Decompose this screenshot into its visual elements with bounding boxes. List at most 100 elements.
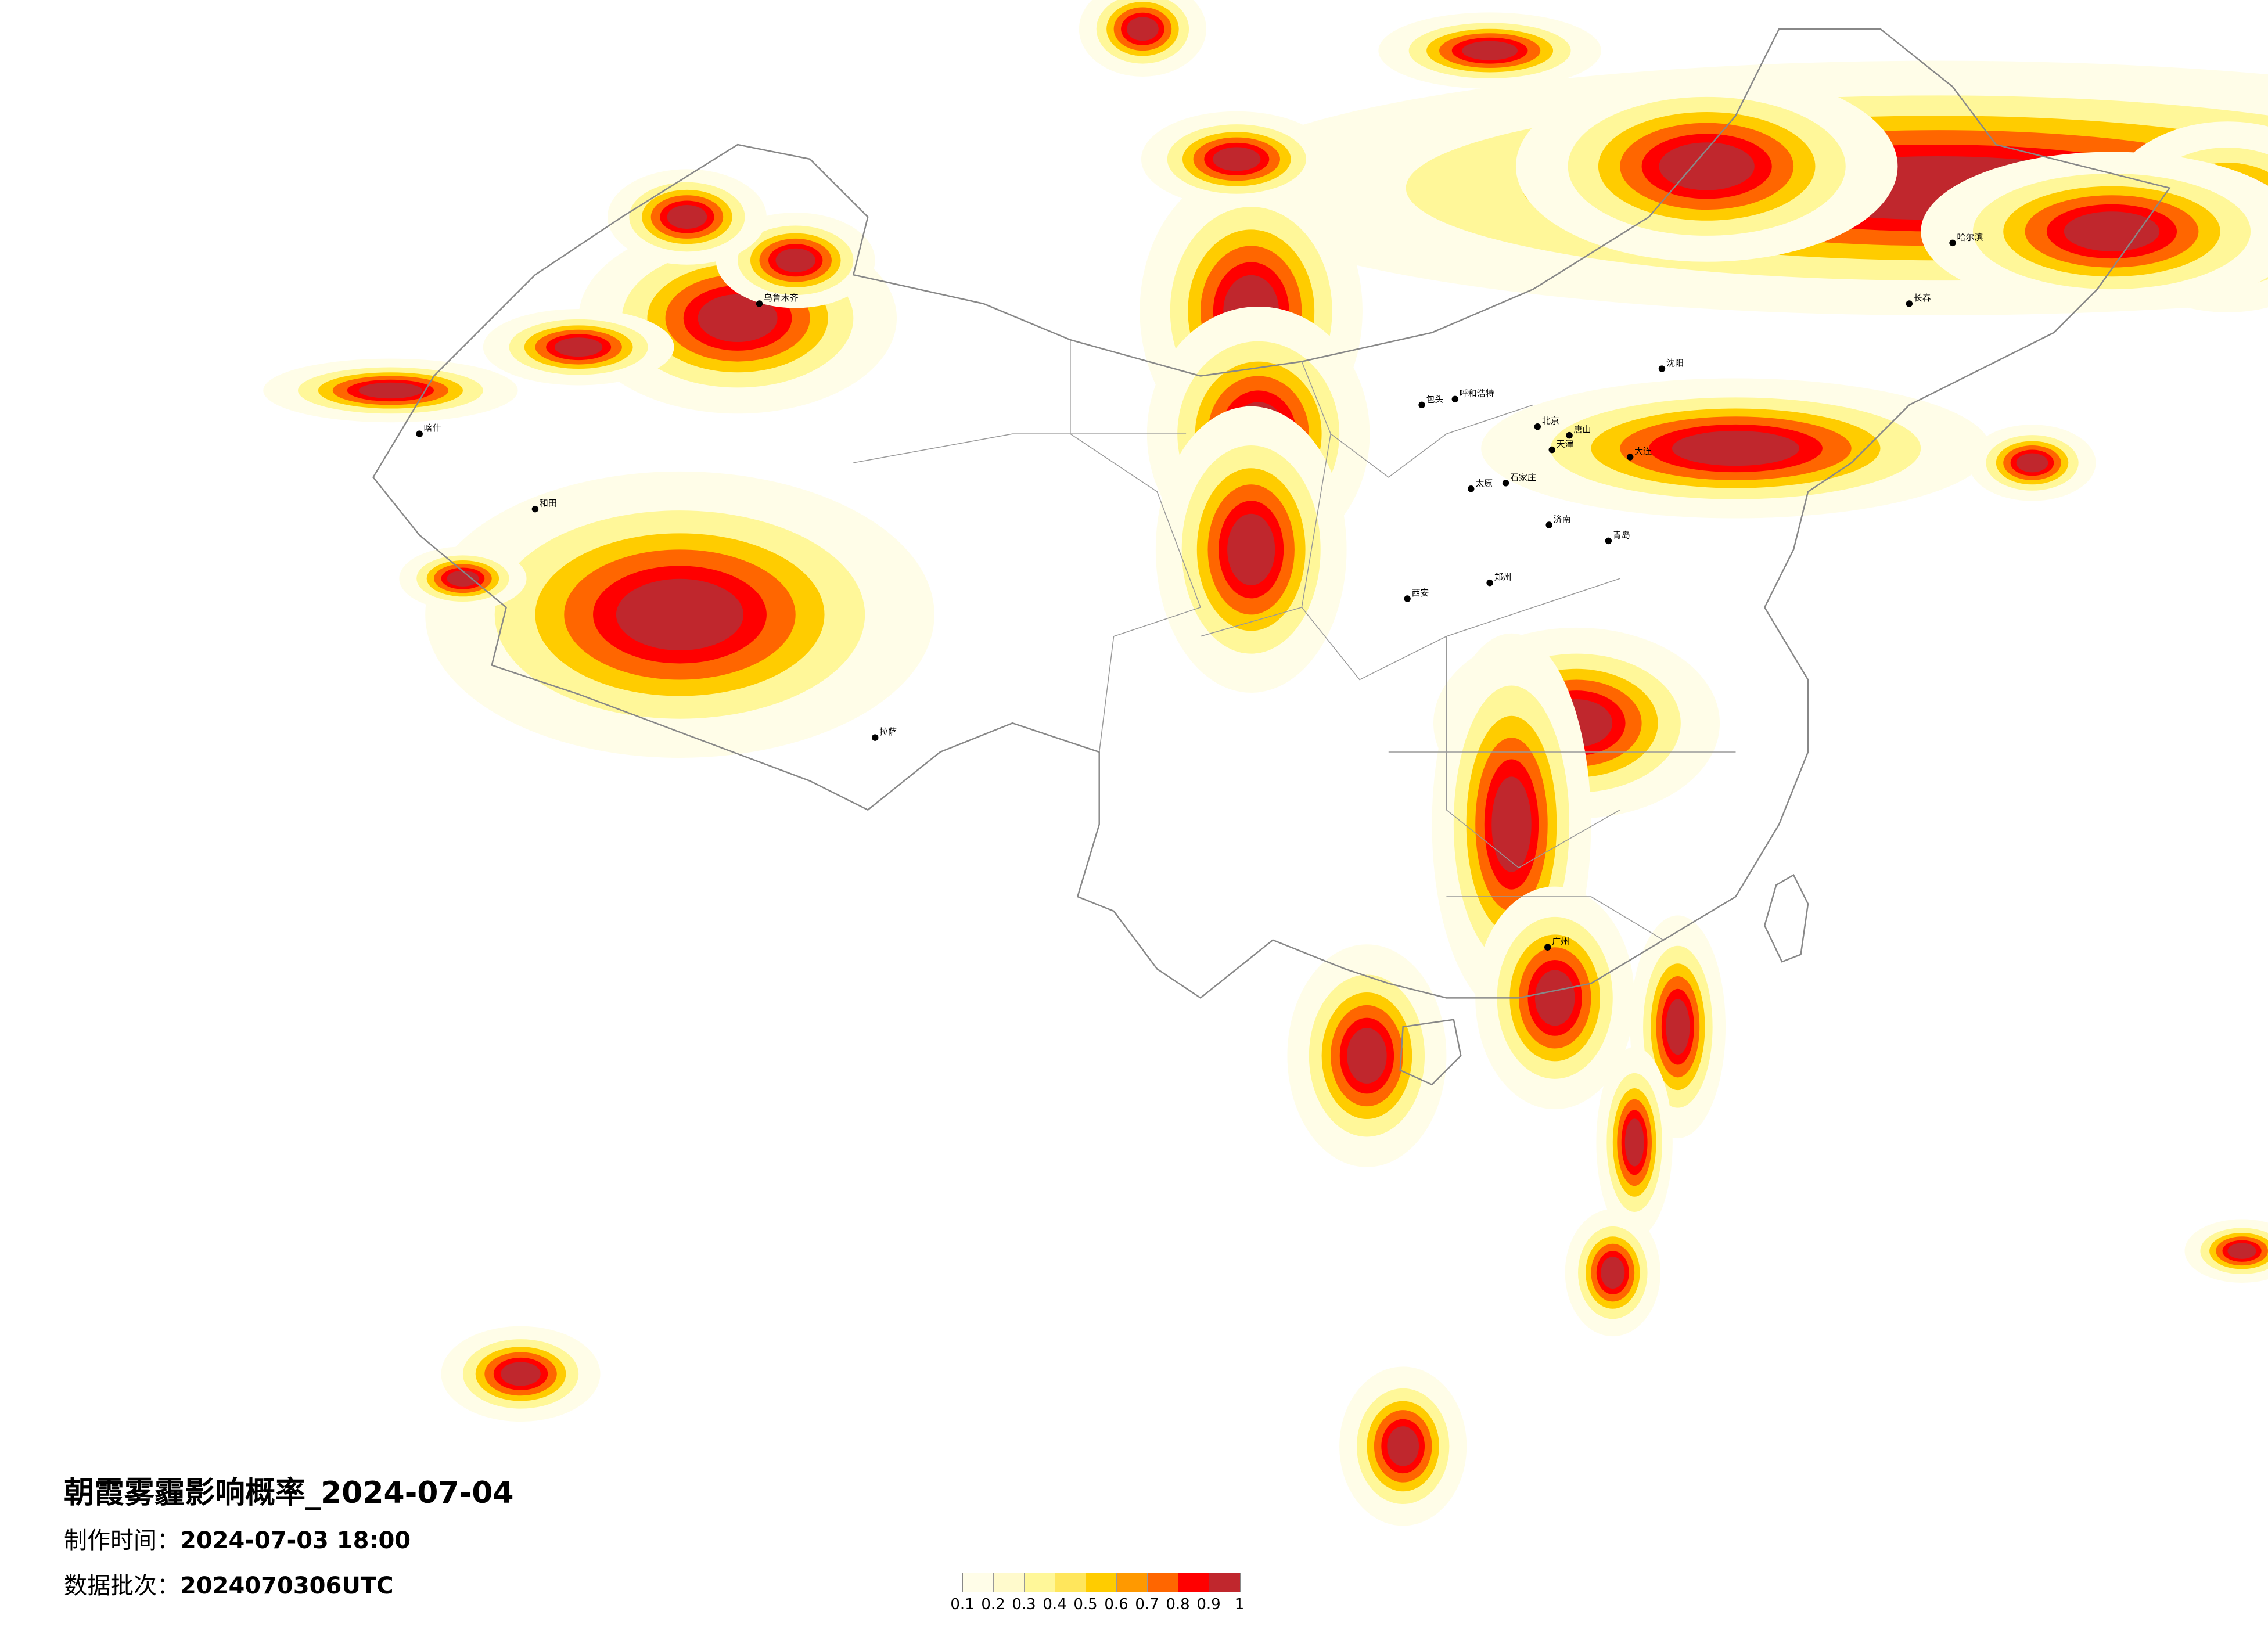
legend-swatch: [1209, 1573, 1240, 1592]
city-dot: [531, 505, 539, 513]
city-marker: 石家庄: [1502, 472, 1536, 487]
legend-tick: 0.9: [1196, 1596, 1221, 1613]
city-marker: 大连: [1626, 446, 1652, 461]
city-label: 包头: [1426, 394, 1444, 404]
city-marker: 济南: [1545, 514, 1571, 528]
legend-ticks: 0.1 0.2 0.3 0.4 0.5 0.6 0.7 0.8 0.9 1: [950, 1596, 1260, 1619]
city-dot: [1534, 423, 1541, 430]
city-label: 哈尔滨: [1957, 232, 1983, 242]
city-marker: 青岛: [1605, 530, 1630, 545]
probability-patch: [616, 578, 744, 651]
city-marker: 沈阳: [1658, 358, 1684, 372]
city-marker: 郑州: [1486, 572, 1511, 587]
city-label: 呼和浩特: [1460, 388, 1494, 398]
city-dot: [1658, 365, 1666, 372]
data-batch-label: 数据批次：: [64, 1573, 180, 1599]
province-boundaries: [853, 340, 1736, 941]
legend-swatch: [1025, 1573, 1055, 1592]
probability-patch: [2016, 453, 2048, 473]
probability-patch: [1534, 970, 1575, 1026]
china-boundary: [372, 28, 2171, 999]
city-marker: 太原: [1468, 478, 1493, 492]
city-dot: [756, 300, 763, 307]
city-dot: [1418, 401, 1425, 409]
probability-patch: [1213, 147, 1261, 171]
probability-patch: [1672, 430, 1800, 466]
city-dot: [1404, 595, 1411, 602]
legend-tick: 0.5: [1073, 1596, 1098, 1613]
city-label: 北京: [1542, 416, 1559, 426]
probability-patch: [1624, 1118, 1644, 1167]
city-dot: [1906, 300, 1913, 307]
city-marker: 北京: [1534, 416, 1559, 430]
city-dot: [1502, 480, 1509, 487]
city-label: 郑州: [1494, 572, 1512, 582]
city-marker: 拉萨: [871, 726, 897, 741]
data-batch: 数据批次：2024070306UTC: [64, 1567, 393, 1600]
city-label: 喀什: [424, 423, 441, 433]
city-marker: 乌鲁木齐: [756, 293, 799, 307]
production-time: 制作时间：2024-07-03 18:00: [64, 1521, 411, 1555]
city-dot: [1468, 485, 1475, 492]
city-label: 青岛: [1613, 530, 1630, 540]
city-dot: [1544, 944, 1551, 951]
city-marker: 包头: [1418, 394, 1444, 409]
hainan-boundary: [1399, 1019, 1462, 1086]
city-marker: 西安: [1404, 588, 1429, 602]
probability-patch: [667, 205, 707, 229]
city-label: 沈阳: [1666, 358, 1684, 368]
city-dot: [1486, 579, 1493, 587]
city-label: 天津: [1557, 439, 1574, 449]
city-marker: 天津: [1548, 439, 1574, 454]
legend-tick: 0.7: [1135, 1596, 1159, 1613]
probability-patch: [1601, 1257, 1625, 1289]
city-label: 唐山: [1574, 425, 1591, 435]
city-label: 西安: [1412, 588, 1429, 598]
city-label: 济南: [1554, 514, 1571, 524]
legend-tick: 1: [1234, 1596, 1245, 1613]
legend-swatch: [1148, 1573, 1178, 1592]
city-label: 大连: [1634, 446, 1652, 456]
legend-swatch: [1117, 1573, 1148, 1592]
city-label: 太原: [1475, 478, 1493, 488]
probability-patch: [1462, 41, 1518, 60]
probability-patch: [555, 337, 603, 357]
city-marker: 长春: [1906, 293, 1931, 307]
map-title: 朝霞雾霾影响概率_2024-07-04: [64, 1476, 514, 1510]
probability-patch: [358, 382, 423, 399]
city-marker: 唐山: [1566, 425, 1591, 439]
probability-patch: [1666, 999, 1690, 1055]
probability-patch: [447, 570, 479, 587]
probability-patch: [775, 248, 815, 272]
legend-tick: 0.6: [1104, 1596, 1128, 1613]
probability-patch: [1387, 1426, 1419, 1466]
city-dot: [1548, 446, 1555, 454]
legend-tick: 0.1: [950, 1596, 975, 1613]
taiwan-boundary: [1763, 873, 1809, 963]
probability-patch: [1347, 1028, 1387, 1084]
legend-swatch: [1055, 1573, 1086, 1592]
city-marker: 哈尔滨: [1949, 232, 1983, 247]
probability-patch: [2064, 211, 2160, 251]
city-dot: [871, 734, 879, 741]
legend-tick: 0.8: [1166, 1596, 1190, 1613]
city-label: 长春: [1914, 293, 1931, 303]
city-label: 石家庄: [1510, 472, 1536, 483]
city-dot: [416, 430, 423, 437]
legend-tick: 0.2: [981, 1596, 1005, 1613]
city-label: 和田: [540, 498, 557, 509]
probability-patch: [1227, 513, 1275, 585]
city-marker: 呼和浩特: [1451, 388, 1494, 403]
city-marker: 和田: [531, 498, 557, 513]
city-label: 广州: [1552, 936, 1569, 947]
probability-patch: [501, 1362, 541, 1386]
city-label: 拉萨: [879, 726, 897, 737]
probability-patch: [2227, 1243, 2256, 1259]
legend-swatch: [1086, 1573, 1117, 1592]
legend-tick: 0.3: [1012, 1596, 1036, 1613]
legend-swatch: [963, 1573, 994, 1592]
city-dot: [1626, 454, 1634, 461]
